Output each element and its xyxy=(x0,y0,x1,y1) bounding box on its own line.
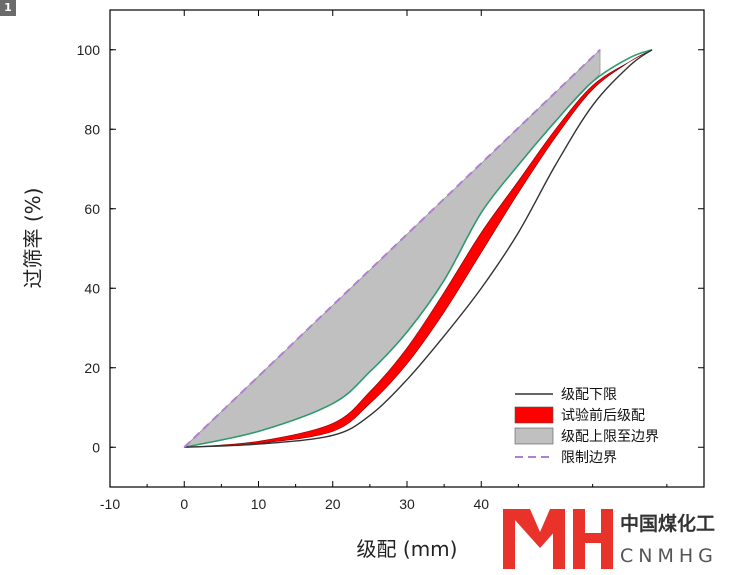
upper-limit-line xyxy=(184,48,653,449)
lower-limit-line xyxy=(184,49,653,448)
y-tick-label: 60 xyxy=(84,201,100,217)
legend-label-3: 级配上限至边界 xyxy=(561,429,659,445)
legend-label-4: 限制边界 xyxy=(561,450,617,466)
y-tick-label: 80 xyxy=(84,121,100,137)
ticks-layer: -10 0 10 20 30 40 0 20 40 60 80 100 xyxy=(77,10,704,512)
panel-label: 1 xyxy=(0,0,16,16)
y-tick-label: 100 xyxy=(77,42,101,58)
logo: 中国煤化工 CNMHG xyxy=(497,500,729,575)
x-tick-label: 30 xyxy=(399,496,415,512)
y-tick-label: 40 xyxy=(84,280,100,296)
legend-label-1: 级配下限 xyxy=(561,387,617,403)
logo-mark xyxy=(503,509,613,569)
logo-chinese-text: 中国煤化工 xyxy=(620,512,715,535)
legend-swatch-3 xyxy=(514,427,554,445)
x-tick-label: 0 xyxy=(180,496,188,512)
legend-label-2: 试验前后级配 xyxy=(561,407,645,424)
x-tick-label: 20 xyxy=(325,496,341,512)
logo-english-text: CNMHG xyxy=(620,545,718,567)
y-axis-title: 过筛率 (%) xyxy=(21,188,45,289)
x-tick-label: 40 xyxy=(473,496,489,512)
y-tick-label: 20 xyxy=(84,360,100,376)
x-axis-title: 级配 (mm) xyxy=(357,537,458,561)
limit-boundary-line xyxy=(183,49,601,448)
x-tick-label: -10 xyxy=(100,496,120,512)
legend-swatch-2 xyxy=(514,406,554,424)
x-tick-label: 10 xyxy=(251,496,267,512)
y-tick-label: 0 xyxy=(92,439,100,455)
lines-layer xyxy=(183,48,653,449)
